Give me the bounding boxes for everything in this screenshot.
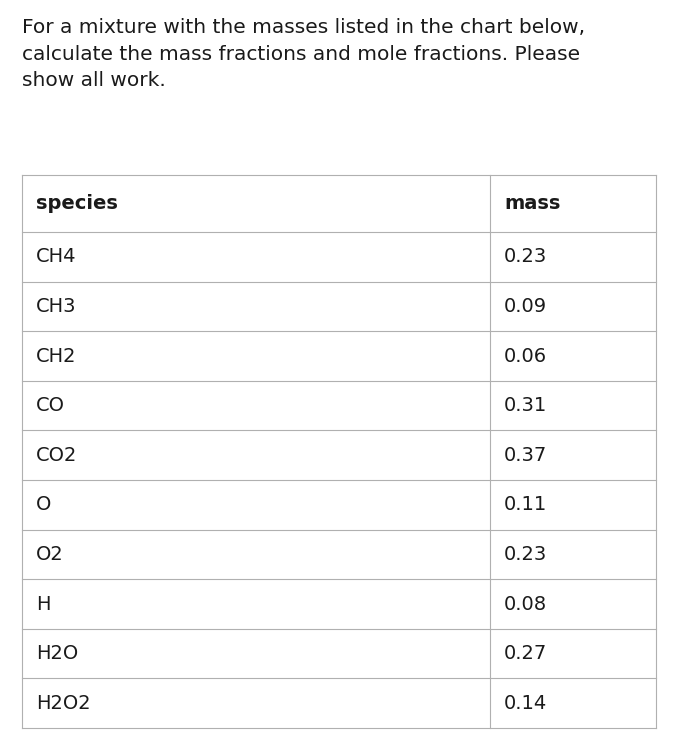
- Text: H2O: H2O: [36, 644, 78, 663]
- Text: 0.06: 0.06: [504, 346, 547, 366]
- Text: 0.08: 0.08: [504, 595, 547, 613]
- Text: 0.09: 0.09: [504, 297, 547, 316]
- Text: O: O: [36, 495, 52, 514]
- Text: CO2: CO2: [36, 445, 77, 465]
- Text: For a mixture with the masses listed in the chart below,
calculate the mass frac: For a mixture with the masses listed in …: [22, 18, 585, 90]
- Text: H: H: [36, 595, 50, 613]
- Text: species: species: [36, 194, 118, 213]
- Text: 0.31: 0.31: [504, 396, 547, 415]
- Text: CH4: CH4: [36, 248, 77, 266]
- Text: 0.14: 0.14: [504, 694, 547, 712]
- Text: 0.11: 0.11: [504, 495, 547, 514]
- Text: mass: mass: [504, 194, 561, 213]
- Text: O2: O2: [36, 545, 64, 564]
- Text: 0.23: 0.23: [504, 545, 547, 564]
- Text: H2O2: H2O2: [36, 694, 91, 712]
- Text: 0.37: 0.37: [504, 445, 547, 465]
- Text: 0.23: 0.23: [504, 248, 547, 266]
- Text: CH3: CH3: [36, 297, 77, 316]
- Text: CO: CO: [36, 396, 65, 415]
- Text: 0.27: 0.27: [504, 644, 547, 663]
- Text: CH2: CH2: [36, 346, 77, 366]
